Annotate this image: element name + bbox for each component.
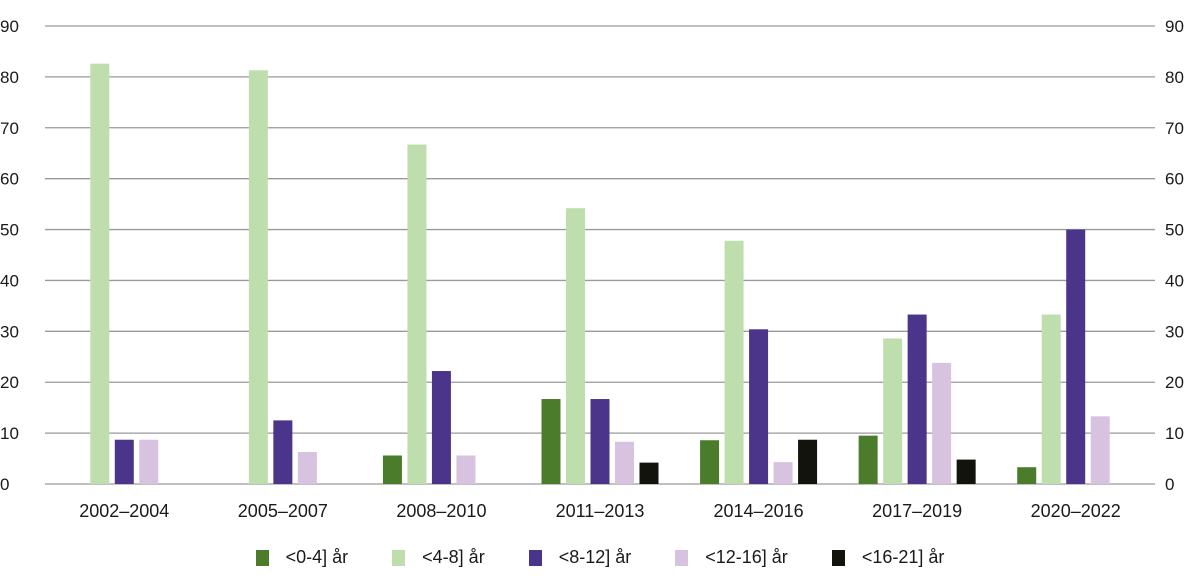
legend-swatch (255, 549, 269, 566)
bar (932, 362, 952, 484)
y-axis-left: 0 10 20 30 40 50 60 70 80 90 (0, 17, 19, 494)
bar-series (90, 63, 1110, 485)
bar (749, 329, 769, 484)
legend-swatch (831, 549, 845, 566)
x-category-label: 2002–2004 (79, 501, 169, 521)
y-tick-label-left: 70 (0, 119, 19, 138)
bar (541, 399, 561, 484)
bar (615, 441, 634, 484)
x-category-label: 2014–2016 (714, 501, 804, 521)
bar (382, 455, 402, 484)
y-tick-label-left: 40 (0, 271, 19, 290)
legend-item: <8-12] år (528, 547, 632, 568)
bar (407, 144, 427, 484)
bar (566, 208, 585, 484)
legend-item: <12-16] år (675, 547, 788, 568)
y-tick-label-right: 50 (1165, 221, 1184, 240)
bar (90, 63, 110, 484)
bar (798, 439, 818, 484)
legend: <0-4] år <4-8] år <8-12] år <12-16] år <16-2… (0, 547, 1200, 568)
x-category-label: 2017–2019 (872, 501, 962, 521)
x-category-label: 2008–2010 (396, 501, 486, 521)
gridlines (45, 25, 1155, 485)
bar (639, 462, 659, 484)
y-axis-right: 0 10 20 30 40 50 60 70 80 90 (1165, 17, 1184, 494)
bar (139, 439, 159, 484)
bar (1041, 314, 1061, 484)
y-tick-label-left: 20 (0, 373, 19, 392)
legend-label: <8-12] år (558, 547, 632, 567)
legend-swatch (528, 549, 542, 566)
legend-label: <12-16] år (705, 547, 788, 567)
y-tick-label-left: 0 (0, 475, 9, 494)
bar (1066, 229, 1086, 484)
bar (858, 435, 878, 484)
legend-swatch (392, 549, 406, 566)
bar (273, 420, 293, 484)
y-tick-label-left: 60 (0, 170, 19, 189)
bar (297, 451, 317, 484)
legend-item: <0-4] år (255, 547, 349, 568)
bar (114, 439, 134, 484)
bar (956, 459, 976, 484)
bar (248, 70, 268, 485)
y-tick-label-left: 30 (0, 322, 19, 341)
bar (1017, 467, 1037, 484)
y-tick-label-left: 50 (0, 221, 19, 240)
legend-label: <0-4] år (285, 547, 349, 567)
bar (456, 455, 476, 484)
y-tick-label-right: 90 (1165, 17, 1184, 36)
bar (590, 399, 610, 484)
y-tick-label-left: 10 (0, 424, 19, 443)
legend-item: <16-21] år (831, 547, 945, 568)
y-tick-label-right: 40 (1165, 271, 1184, 290)
bar (907, 314, 927, 484)
legend-item: <4-8] år (392, 547, 485, 568)
x-category-label: 2011–2013 (556, 501, 645, 521)
y-tick-label-right: 20 (1165, 373, 1184, 392)
y-tick-label-right: 70 (1165, 119, 1184, 138)
x-category-label: 2020–2022 (1031, 501, 1121, 521)
bar (883, 338, 903, 484)
legend-swatch (675, 549, 689, 566)
y-tick-label-right: 30 (1165, 322, 1184, 341)
y-tick-label-right: 0 (1165, 475, 1174, 494)
bar (773, 462, 793, 484)
bar (1090, 416, 1110, 484)
y-tick-label-left: 80 (0, 68, 19, 87)
y-tick-label-left: 90 (0, 17, 19, 36)
y-tick-label-right: 10 (1165, 424, 1184, 443)
legend-label: <4-8] år (422, 547, 485, 567)
bar (700, 440, 720, 484)
legend-label: <16-21] år (861, 547, 945, 567)
x-category-label: 2005–2007 (238, 501, 328, 521)
y-tick-label-right: 80 (1165, 68, 1184, 87)
bar (724, 240, 744, 484)
bar (431, 371, 451, 484)
x-axis-categories: 2002–2004 2005–2007 2008–2010 2011–2013 2014… (79, 501, 1121, 521)
y-tick-label-right: 60 (1165, 170, 1184, 189)
